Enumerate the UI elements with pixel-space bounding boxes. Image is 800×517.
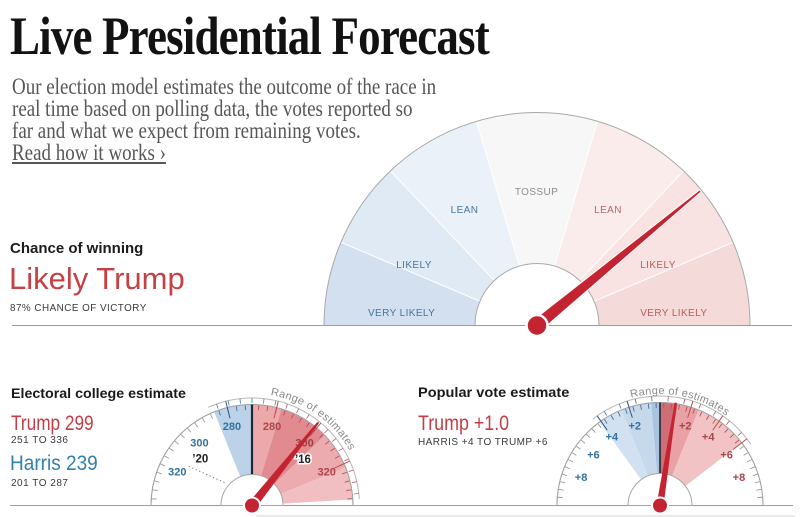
svg-text:VERY LIKELY: VERY LIKELY (368, 308, 435, 319)
svg-text:LIKELY: LIKELY (396, 260, 432, 271)
svg-text:+2: +2 (628, 420, 641, 432)
svg-text:+8: +8 (733, 472, 746, 484)
svg-text:320: 320 (317, 467, 335, 479)
svg-text:320: 320 (168, 467, 186, 479)
svg-text:’20: ’20 (192, 453, 208, 465)
svg-text:280: 280 (263, 421, 281, 433)
svg-text:+6: +6 (587, 449, 600, 461)
svg-text:+6: +6 (720, 449, 733, 461)
svg-text:’16: ’16 (295, 454, 311, 466)
svg-text:TOSSUP: TOSSUP (515, 187, 558, 198)
svg-text:+2: +2 (679, 420, 692, 432)
svg-text:300: 300 (190, 438, 208, 450)
svg-text:+4: +4 (606, 432, 619, 444)
svg-text:LIKELY: LIKELY (640, 260, 676, 271)
svg-text:LEAN: LEAN (594, 205, 622, 216)
svg-text:LEAN: LEAN (451, 205, 479, 216)
svg-text:VERY LIKELY: VERY LIKELY (640, 308, 707, 319)
svg-text:280: 280 (223, 421, 241, 433)
svg-text:+8: +8 (575, 472, 588, 484)
svg-text:+4: +4 (702, 432, 715, 444)
